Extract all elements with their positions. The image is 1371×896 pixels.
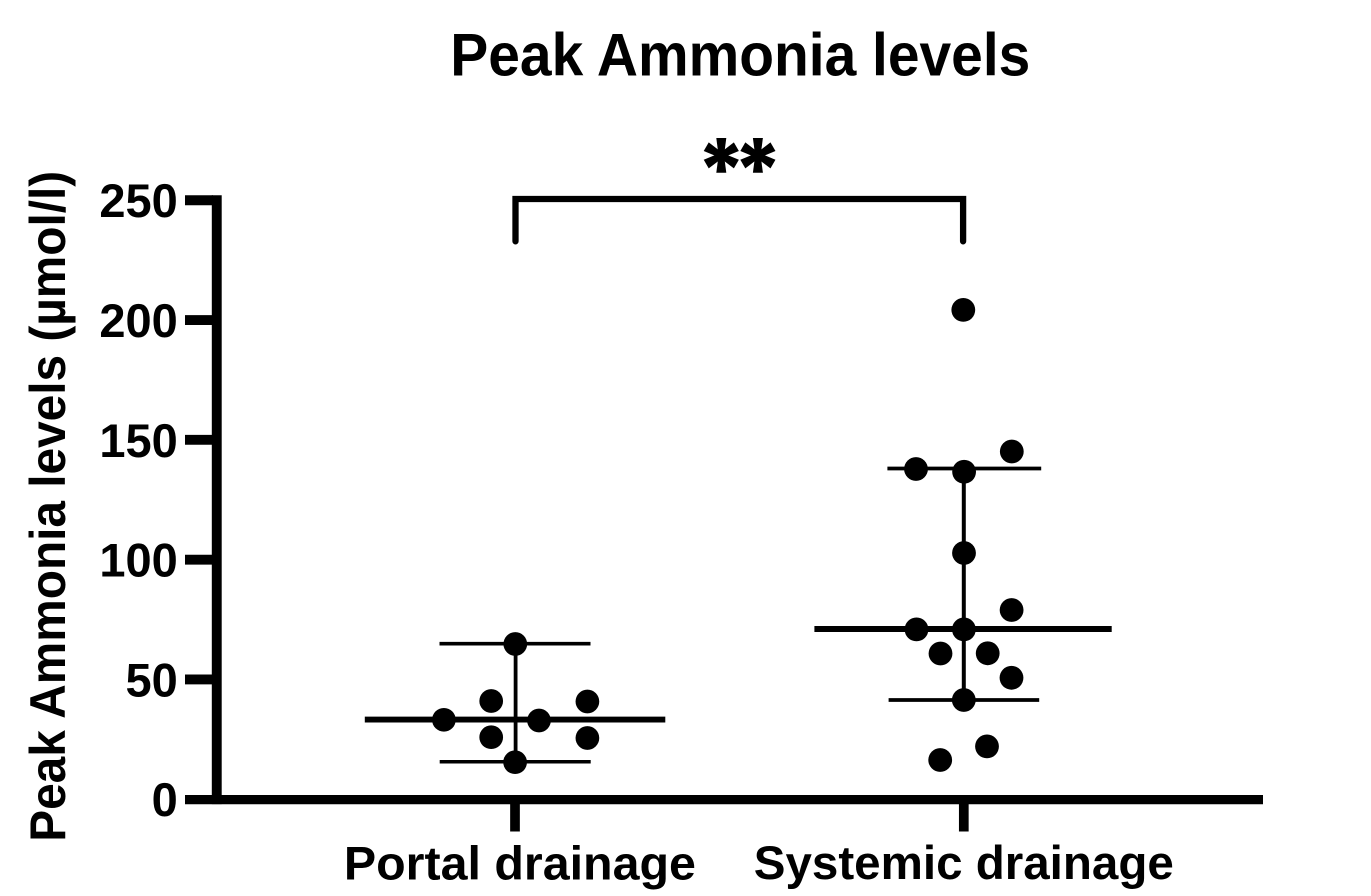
svg-text:50: 50 <box>126 653 178 706</box>
svg-text:Peak Ammonia levels (µmol/l): Peak Ammonia levels (µmol/l) <box>20 171 76 842</box>
svg-text:Portal drainage: Portal drainage <box>344 838 696 891</box>
svg-text:Peak Ammonia levels: Peak Ammonia levels <box>450 22 1030 89</box>
svg-text:0: 0 <box>152 773 178 826</box>
svg-text:100: 100 <box>99 534 177 587</box>
svg-text:Systemic drainage: Systemic drainage <box>754 837 1174 890</box>
svg-text:250: 250 <box>99 174 177 227</box>
svg-text:200: 200 <box>99 294 177 347</box>
svg-text:150: 150 <box>99 414 177 467</box>
